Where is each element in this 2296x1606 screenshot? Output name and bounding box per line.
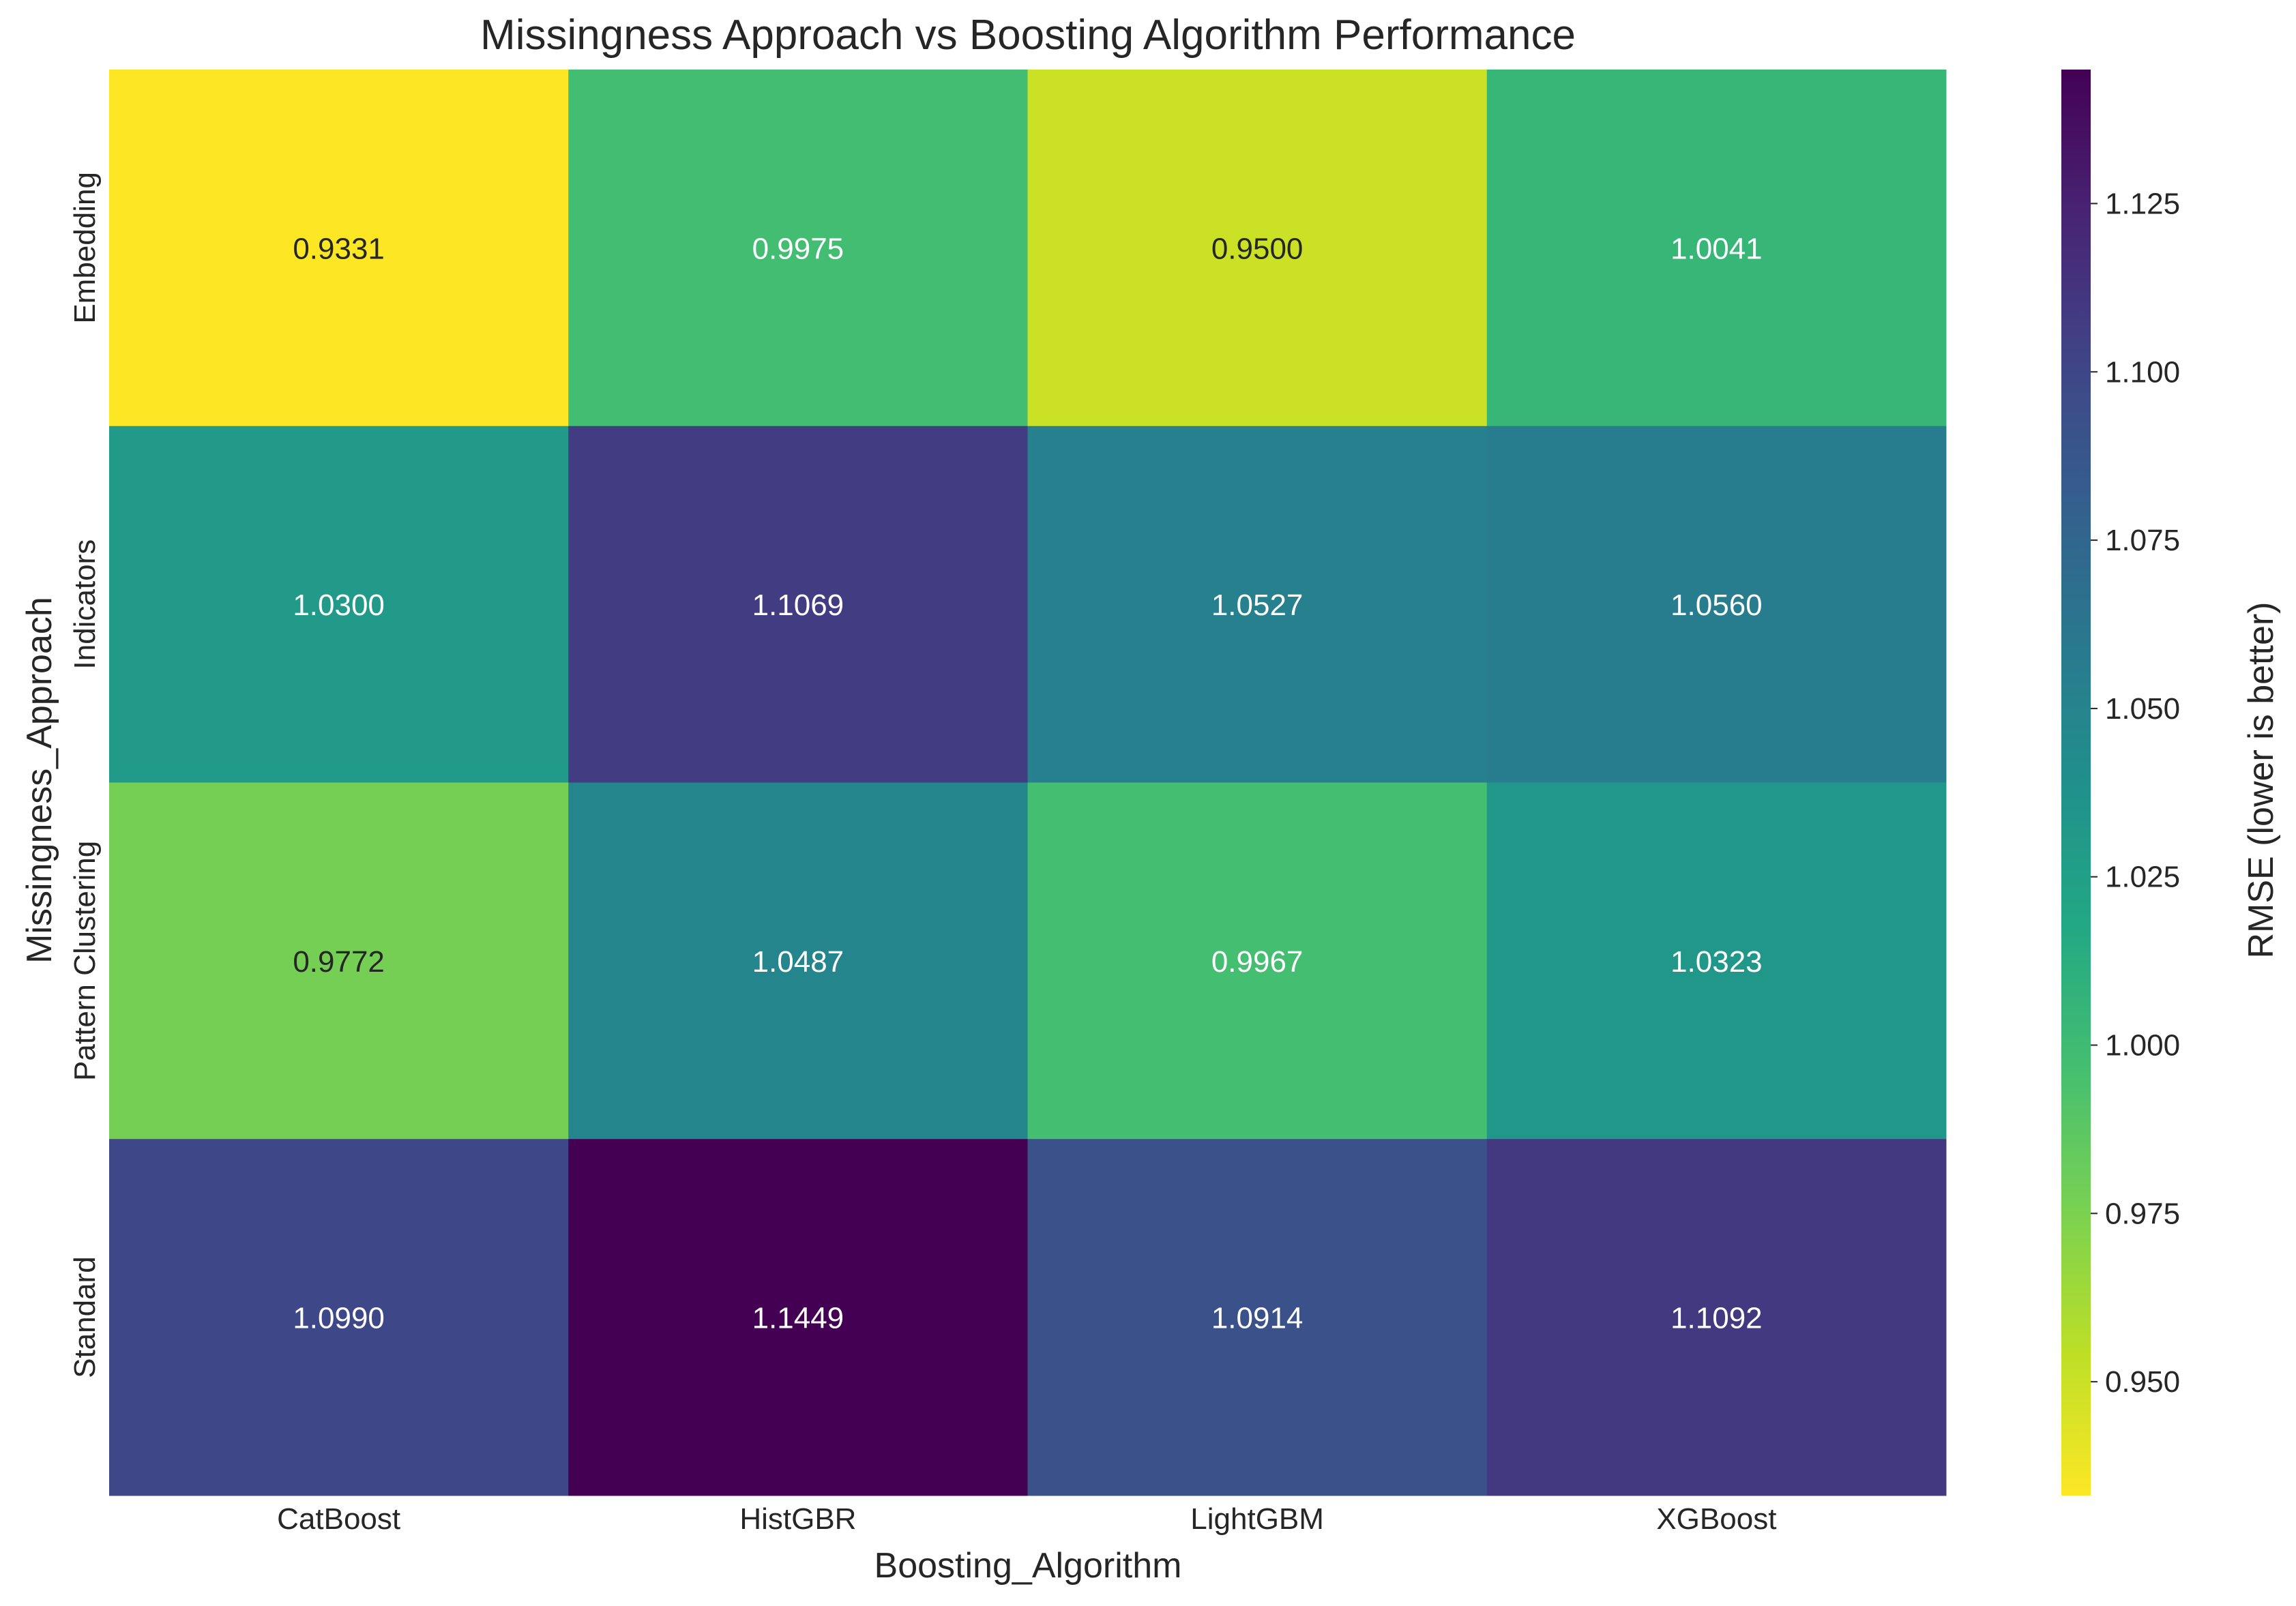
heatmap-cell	[568, 1139, 1028, 1496]
heatmap-cell	[1486, 782, 1947, 1140]
heatmap-cell	[568, 70, 1028, 427]
cell-value-label: 1.0041	[1671, 232, 1763, 265]
cell-value-label: 1.0990	[293, 1302, 385, 1335]
y-tick-label: Embedding	[68, 172, 102, 324]
x-axis-label: Boosting_Algorithm	[874, 1546, 1182, 1586]
heatmap-cell	[109, 426, 569, 783]
colorbar-tick-label: 1.075	[2105, 524, 2180, 557]
cell-value-label: 1.0487	[752, 945, 844, 979]
heatmap-cell	[568, 426, 1028, 783]
x-tick-label: CatBoost	[277, 1502, 400, 1536]
colorbar-tick-label: 1.050	[2105, 692, 2180, 726]
cell-value-label: 1.1092	[1671, 1302, 1763, 1335]
cell-value-label: 0.9331	[293, 232, 385, 265]
chart-title: Missingness Approach vs Boosting Algorit…	[480, 12, 1576, 59]
colorbar-ticks: 0.950 0.975 1.000 1.025 1.050 1.075 1.100 1.125	[2091, 187, 2180, 1399]
colorbar-tick-label: 0.950	[2105, 1365, 2180, 1399]
cell-value-label: 0.9975	[752, 232, 844, 265]
colorbar-tick-label: 1.125	[2105, 187, 2180, 220]
cell-value-label: 1.1449	[752, 1302, 844, 1335]
colorbar-tick-label: 1.000	[2105, 1029, 2180, 1062]
heatmap-cell	[109, 782, 569, 1140]
cell-value-label: 1.0300	[293, 589, 385, 622]
cell-value-label: 1.0527	[1211, 589, 1304, 622]
heatmap-cell	[568, 782, 1028, 1140]
heatmap-cell	[1027, 426, 1488, 783]
y-axis-label: Missingness_Approach	[20, 597, 59, 964]
cell-value-label: 1.0560	[1671, 589, 1763, 622]
heatmap-cells: 0.9331 0.9975 0.9500 1.0041 1.0300 1.1069 1.05…	[109, 70, 1947, 1496]
heatmap-cell	[1027, 782, 1488, 1140]
heatmap-cell	[1027, 1139, 1488, 1496]
cell-value-label: 1.0914	[1211, 1302, 1304, 1335]
cell-value-label: 0.9500	[1211, 232, 1304, 265]
y-tick-label: Standard	[68, 1256, 102, 1378]
heatmap-cell	[109, 1139, 569, 1496]
heatmap-cell	[1486, 70, 1947, 427]
colorbar	[2061, 70, 2091, 1496]
cell-value-label: 0.9967	[1211, 945, 1304, 979]
x-tick-label: HistGBR	[739, 1502, 856, 1536]
colorbar-tick-label: 1.025	[2105, 861, 2180, 894]
x-tick-label: XGBoost	[1656, 1502, 1776, 1536]
y-tick-labels: Embedding Indicators Pattern Clustering Sta…	[68, 172, 102, 1378]
cell-value-label: 1.1069	[752, 589, 844, 622]
heatmap-cell	[1486, 426, 1947, 783]
x-tick-labels: CatBoost HistGBR LightGBM XGBoost	[277, 1502, 1776, 1536]
heatmap-cell	[1027, 70, 1488, 427]
cell-value-label: 0.9772	[293, 945, 385, 979]
heatmap-cell	[109, 70, 569, 427]
y-tick-label: Indicators	[68, 539, 102, 670]
colorbar-tick-label: 1.100	[2105, 355, 2180, 389]
colorbar-label: RMSE (lower is better)	[2241, 602, 2281, 959]
cell-value-label: 1.0323	[1671, 945, 1763, 979]
heatmap-cell	[1486, 1139, 1947, 1496]
x-tick-label: LightGBM	[1190, 1502, 1324, 1536]
y-tick-label: Pattern Clustering	[68, 841, 102, 1081]
colorbar-tick-label: 0.975	[2105, 1197, 2180, 1230]
